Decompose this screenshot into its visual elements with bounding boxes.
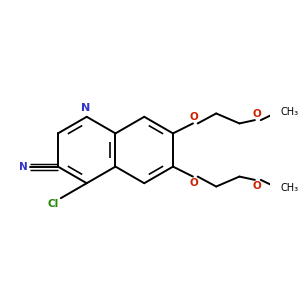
Text: O: O [190,178,199,188]
Text: O: O [190,112,199,122]
Text: N: N [19,162,28,172]
Text: CH₃: CH₃ [280,107,298,117]
Text: O: O [253,181,262,191]
Text: O: O [253,109,262,119]
Text: CH₃: CH₃ [280,183,298,193]
Text: Cl: Cl [47,200,58,209]
Text: N: N [81,103,90,113]
